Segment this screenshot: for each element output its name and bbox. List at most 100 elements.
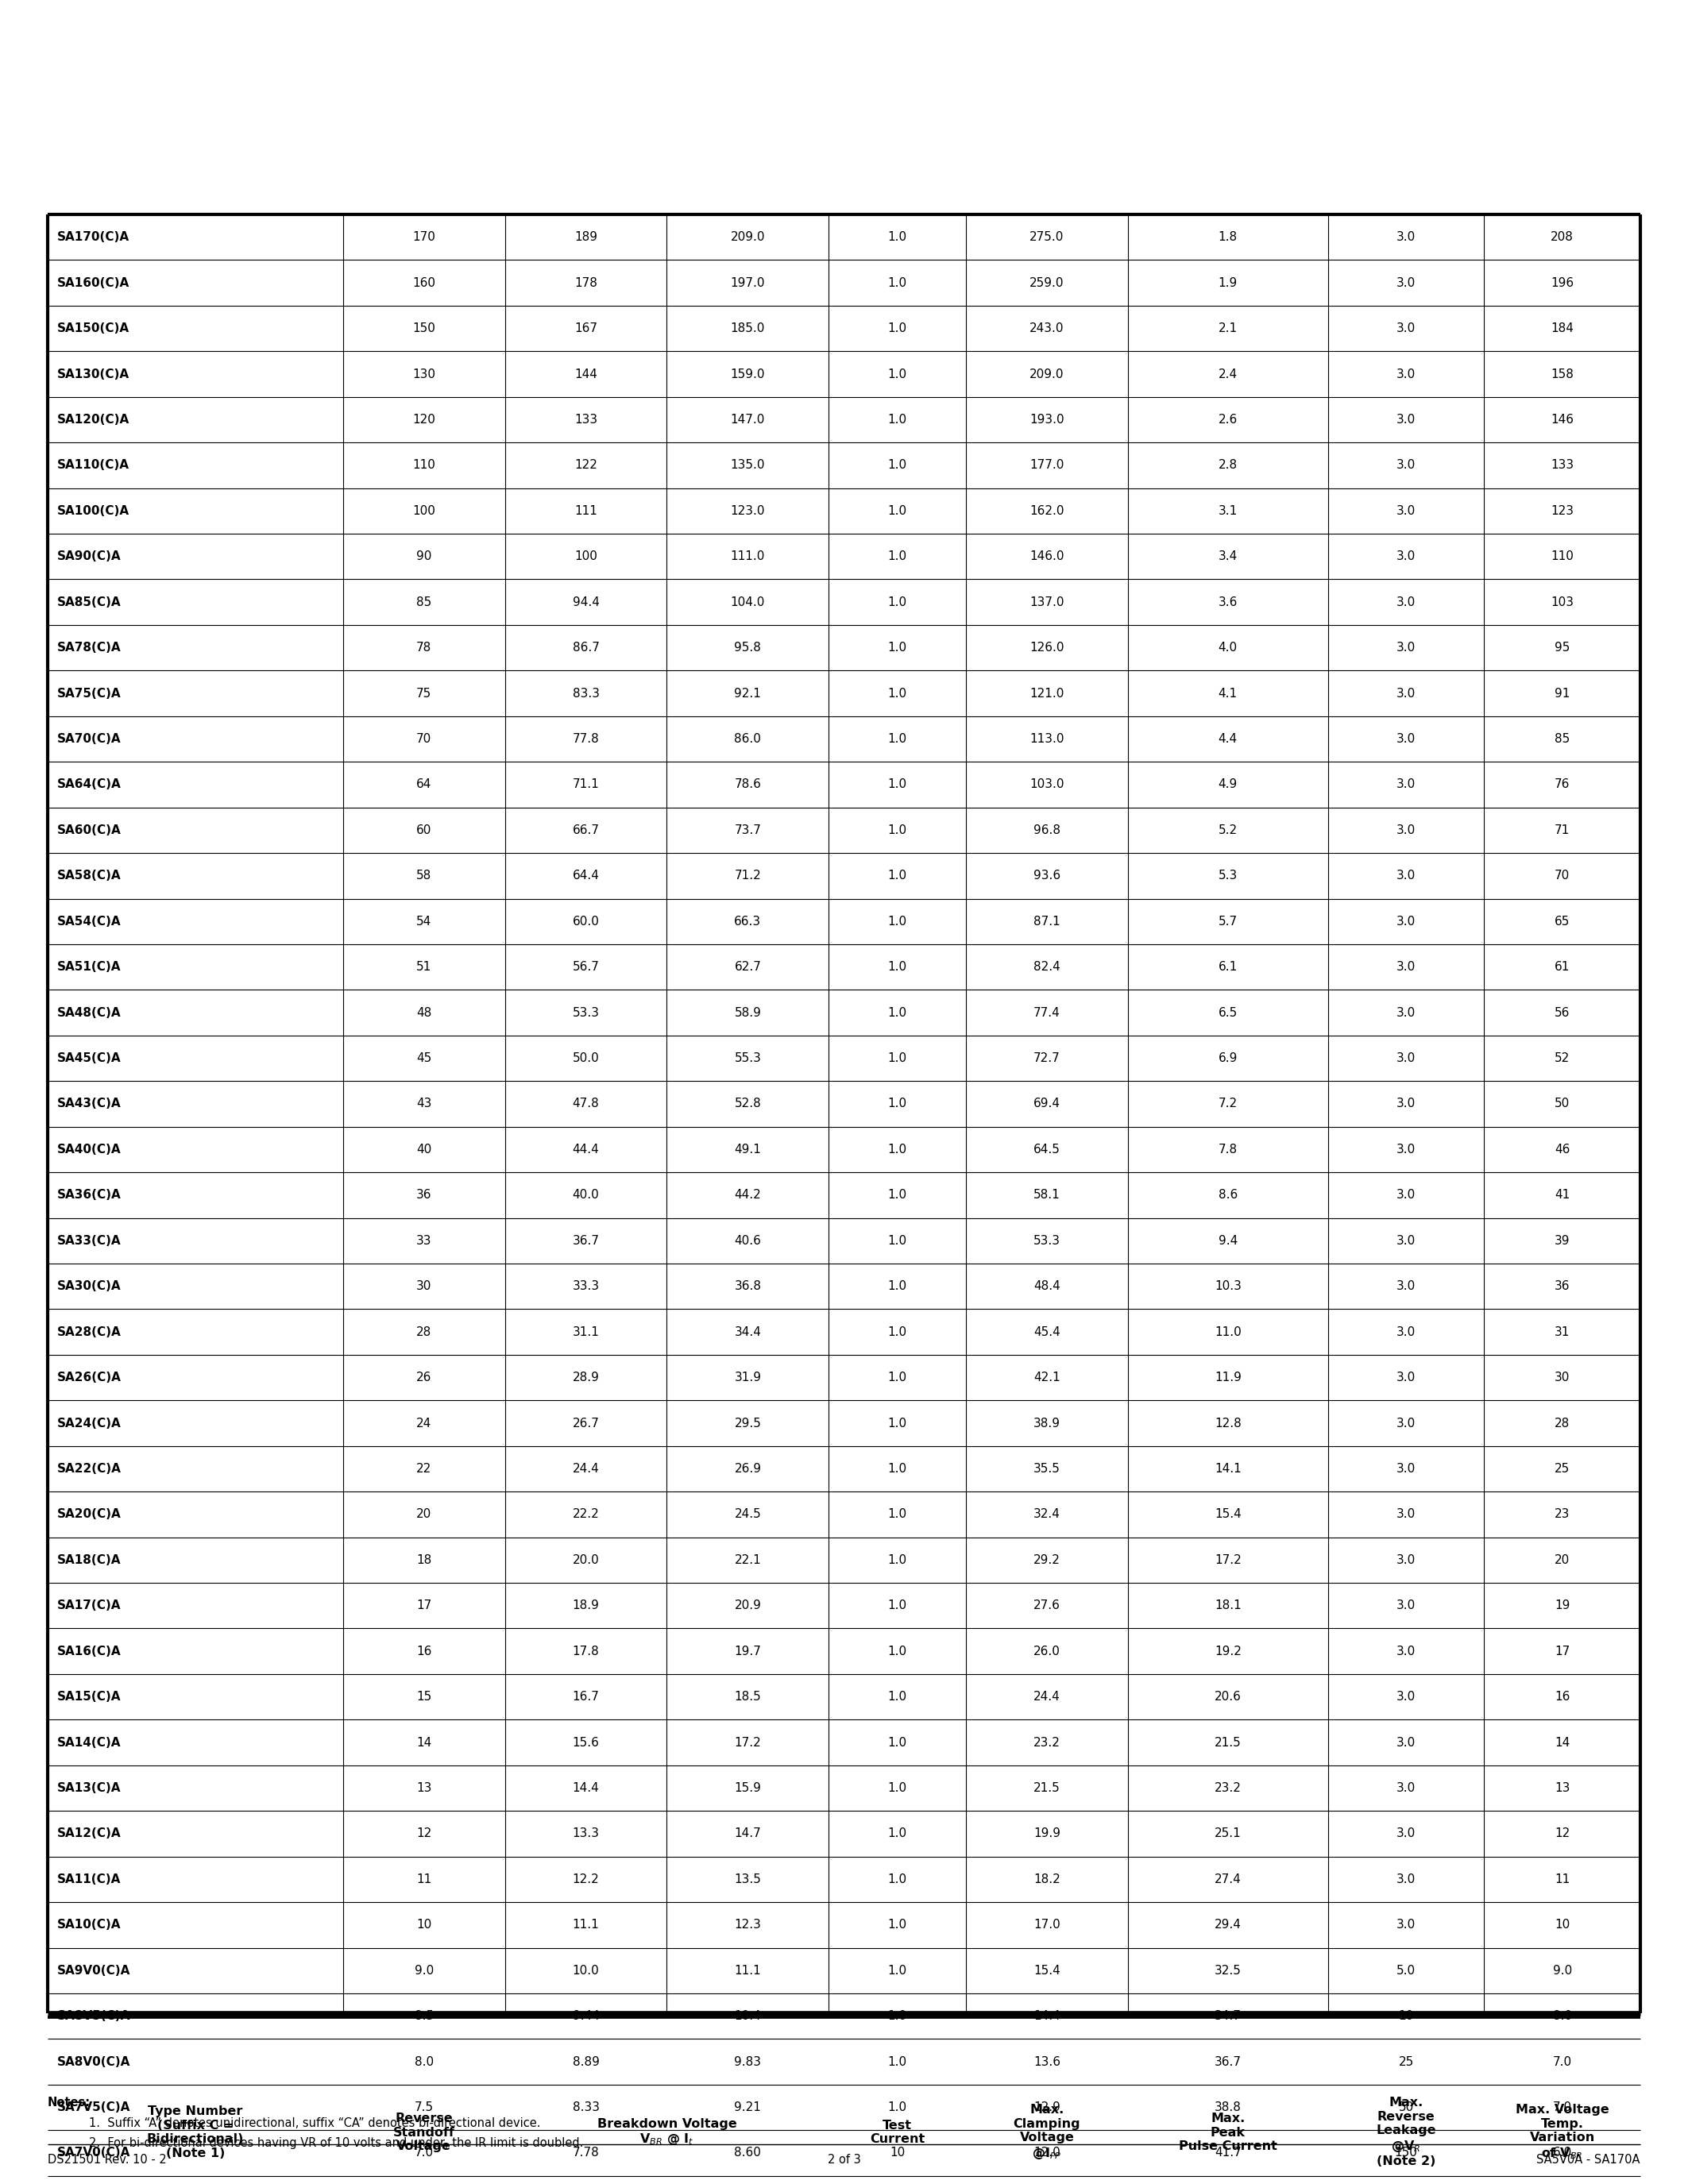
Text: 58.9: 58.9	[734, 1007, 761, 1018]
Text: 24.4: 24.4	[572, 1463, 599, 1474]
Text: 60.0: 60.0	[572, 915, 599, 928]
Text: 12.3: 12.3	[734, 1920, 761, 1931]
Text: 3.0: 3.0	[1396, 1920, 1416, 1931]
Text: 14.7: 14.7	[734, 1828, 761, 1839]
Text: 2.6: 2.6	[1219, 413, 1237, 426]
Text: SA15(C)A: SA15(C)A	[57, 1690, 122, 1704]
Text: SA160(C)A: SA160(C)A	[57, 277, 130, 288]
Text: 35.5: 35.5	[1033, 1463, 1060, 1474]
Text: SA28(C)A: SA28(C)A	[57, 1326, 122, 1339]
Text: SA18(C)A: SA18(C)A	[57, 1555, 122, 1566]
Text: 20: 20	[417, 1509, 432, 1520]
Text: 42.1: 42.1	[1033, 1372, 1060, 1382]
Text: 162.0: 162.0	[1030, 505, 1063, 518]
Text: 26: 26	[417, 1372, 432, 1382]
Text: 25.1: 25.1	[1214, 1828, 1241, 1839]
Text: 1.0: 1.0	[888, 232, 906, 242]
Text: 1.0: 1.0	[888, 1463, 906, 1474]
Text: SA26(C)A: SA26(C)A	[57, 1372, 122, 1382]
Text: 3.0: 3.0	[1396, 413, 1416, 426]
Text: 3.0: 3.0	[1396, 596, 1416, 607]
Text: 1.0: 1.0	[888, 1280, 906, 1293]
Text: 66.3: 66.3	[734, 915, 761, 928]
Text: 1.0: 1.0	[888, 1099, 906, 1109]
Text: Breakdown Voltage
V$_{BR}$ @ I$_t$: Breakdown Voltage V$_{BR}$ @ I$_t$	[598, 2118, 736, 2147]
Text: 1.0: 1.0	[888, 1874, 906, 1885]
Text: 1.0: 1.0	[888, 1599, 906, 1612]
Text: 3.0: 3.0	[1396, 232, 1416, 242]
Text: SA70(C)A: SA70(C)A	[57, 734, 122, 745]
Text: 3.0: 3.0	[1396, 961, 1416, 974]
Text: 43: 43	[417, 1099, 432, 1109]
Text: 18.2: 18.2	[1033, 1874, 1060, 1885]
Text: 36: 36	[1555, 1280, 1570, 1293]
Text: 26.7: 26.7	[572, 1417, 599, 1428]
Text: 2.1: 2.1	[1219, 323, 1237, 334]
Text: 126.0: 126.0	[1030, 642, 1063, 653]
Text: 1.0: 1.0	[888, 688, 906, 699]
Text: 1.0: 1.0	[888, 1372, 906, 1382]
Text: 44.4: 44.4	[572, 1144, 599, 1155]
Text: 5.0: 5.0	[1396, 1966, 1416, 1977]
Text: 130: 130	[412, 369, 436, 380]
Text: 7.0: 7.0	[414, 2147, 434, 2160]
Text: 50: 50	[1398, 2101, 1413, 2114]
Text: 19.2: 19.2	[1214, 1645, 1241, 1658]
Text: 3.1: 3.1	[1219, 505, 1237, 518]
Text: 29.4: 29.4	[1214, 1920, 1241, 1931]
Text: 3.0: 3.0	[1396, 688, 1416, 699]
Text: 10.0: 10.0	[572, 1966, 599, 1977]
Text: SA60(C)A: SA60(C)A	[57, 823, 122, 836]
Text: Type Number
(Suffix C =
Bidirectional)
(Note 1): Type Number (Suffix C = Bidirectional) (…	[147, 2105, 243, 2160]
Text: 64.4: 64.4	[572, 869, 599, 882]
Text: 100: 100	[574, 550, 598, 563]
Text: 18: 18	[417, 1555, 432, 1566]
Text: 1.9: 1.9	[1219, 277, 1237, 288]
Text: 36.8: 36.8	[734, 1280, 761, 1293]
Text: 18.1: 18.1	[1214, 1599, 1241, 1612]
Text: 11.9: 11.9	[1214, 1372, 1241, 1382]
Text: 32.5: 32.5	[1214, 1966, 1241, 1977]
Text: 45.4: 45.4	[1033, 1326, 1060, 1339]
Text: 1.0: 1.0	[888, 323, 906, 334]
Text: 24.5: 24.5	[734, 1509, 761, 1520]
Text: 8.0: 8.0	[414, 2055, 434, 2068]
Text: 23.2: 23.2	[1033, 1736, 1060, 1749]
Text: SA11(C)A: SA11(C)A	[57, 1874, 122, 1885]
Text: 1.0: 1.0	[888, 1144, 906, 1155]
Text: SA8V5(C)A: SA8V5(C)A	[57, 2009, 130, 2022]
Text: 5.3: 5.3	[1219, 869, 1237, 882]
Text: 52.8: 52.8	[734, 1099, 761, 1109]
Text: 1.0: 1.0	[888, 1053, 906, 1064]
Text: 1.0: 1.0	[888, 642, 906, 653]
Text: 10.4: 10.4	[734, 2009, 761, 2022]
Text: 8.60: 8.60	[734, 2147, 761, 2160]
Text: 27.6: 27.6	[1033, 1599, 1060, 1612]
Text: 23: 23	[1555, 1509, 1570, 1520]
Text: 158: 158	[1551, 369, 1573, 380]
Text: 20: 20	[1555, 1555, 1570, 1566]
Text: 7.8: 7.8	[1219, 1144, 1237, 1155]
Text: 53.3: 53.3	[572, 1007, 599, 1018]
Text: 3.0: 3.0	[1396, 1372, 1416, 1382]
Text: 1.0: 1.0	[888, 413, 906, 426]
Text: 21.5: 21.5	[1033, 1782, 1060, 1793]
Text: 7.78: 7.78	[572, 2147, 599, 2160]
Text: 10: 10	[1398, 2009, 1413, 2022]
Text: 31: 31	[1555, 1326, 1570, 1339]
Text: 93.6: 93.6	[1033, 869, 1060, 882]
Text: 3.0: 3.0	[1396, 642, 1416, 653]
Text: 110: 110	[1551, 550, 1573, 563]
Text: SA85(C)A: SA85(C)A	[57, 596, 122, 607]
Text: SA75(C)A: SA75(C)A	[57, 688, 122, 699]
Text: 4.9: 4.9	[1219, 780, 1237, 791]
Text: 11: 11	[417, 1874, 432, 1885]
Text: 110: 110	[412, 459, 436, 472]
Text: 1.0: 1.0	[888, 459, 906, 472]
Text: 104.0: 104.0	[731, 596, 765, 607]
Text: 19.9: 19.9	[1033, 1828, 1060, 1839]
Text: SA78(C)A: SA78(C)A	[57, 642, 122, 653]
Text: 71.1: 71.1	[572, 780, 599, 791]
Text: 77.4: 77.4	[1033, 1007, 1060, 1018]
Text: 7.2: 7.2	[1219, 1099, 1237, 1109]
